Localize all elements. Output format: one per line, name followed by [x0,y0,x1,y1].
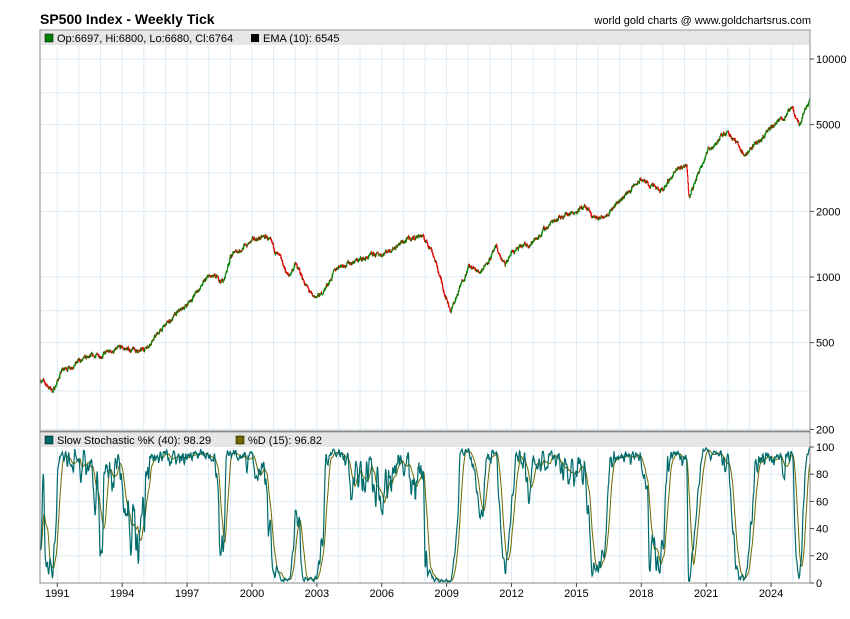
y-tick-label: 500 [816,338,834,350]
stoch-panel-frame [39,431,811,584]
chart-title: SP500 Index - Weekly Tick [40,11,215,27]
x-tick-label: 2003 [305,588,329,600]
x-tick-label: 2024 [759,588,783,600]
x-tick-label: 2018 [629,588,653,600]
stoch-d-line [39,449,811,582]
k-legend-swatch [44,435,54,445]
ema-legend: EMA (10): 6545 [263,33,339,45]
y-tick-label: 1000 [816,272,840,284]
x-tick-label: 1997 [175,588,199,600]
ohlc-legend: Op:6697, Hi:6800, Lo:6680, Cl:6764 [57,33,233,45]
stoch-k-line [39,446,811,584]
y-tick-label: 10000 [816,54,847,66]
stoch-legend-bar [41,433,809,447]
d-legend-swatch [235,435,245,445]
ohlc-legend-swatch [44,33,54,43]
stoch-y-tick-label: 100 [816,442,834,454]
y-tick-label: 200 [816,424,834,436]
x-tick-label: 2012 [499,588,523,600]
stoch-y-tick-label: 80 [816,469,828,481]
y-tick-label: 2000 [816,206,840,218]
stoch-y-tick-label: 40 [816,524,828,536]
x-tick-label: 2015 [564,588,588,600]
x-tick-label: 2021 [694,588,718,600]
stoch-y-tick-label: 60 [816,496,828,508]
k-legend: Slow Stochastic %K (40): 98.29 [57,435,211,447]
x-tick-label: 2009 [434,588,458,600]
ema-legend-swatch [251,34,259,42]
x-tick-label: 1991 [45,588,69,600]
d-legend: %D (15): 96.82 [248,435,322,447]
x-tick-label: 2000 [240,588,264,600]
stoch-y-tick-label: 0 [816,578,822,590]
stoch-y-tick-label: 20 [816,551,828,563]
x-tick-label: 2006 [369,588,393,600]
x-tick-label: 1994 [110,588,134,600]
price-panel-frame [39,29,811,432]
price-legend-bar [41,31,809,45]
y-tick-label: 5000 [816,120,840,132]
credit-text: world gold charts @ www.goldchartsrus.co… [594,15,811,27]
